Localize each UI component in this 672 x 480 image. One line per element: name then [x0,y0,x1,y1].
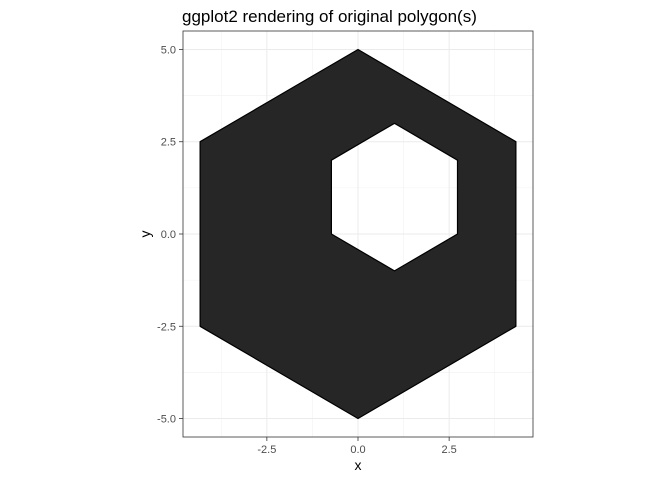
hexagon-polygon-with-hole [199,48,517,420]
x-axis-title: x [355,457,362,473]
y-tick-label: 0.0 [161,229,176,241]
y-axis-title: y [137,231,153,238]
chart-title: ggplot2 rendering of original polygon(s) [182,7,477,26]
y-axis-ticks: -5.0 -2.5 0.0 2.5 5.0 [157,44,183,426]
x-tick-label: 2.5 [441,444,456,456]
x-tick-label: -2.5 [257,444,276,456]
polygon-layer [199,48,517,420]
y-tick-label: -5.0 [157,414,176,426]
y-tick-label: -2.5 [157,321,176,333]
x-tick-label: 0.0 [350,444,365,456]
y-tick-label: 2.5 [161,137,176,149]
x-axis-ticks: -2.5 0.0 2.5 [257,437,457,456]
y-tick-label: 5.0 [161,44,176,56]
